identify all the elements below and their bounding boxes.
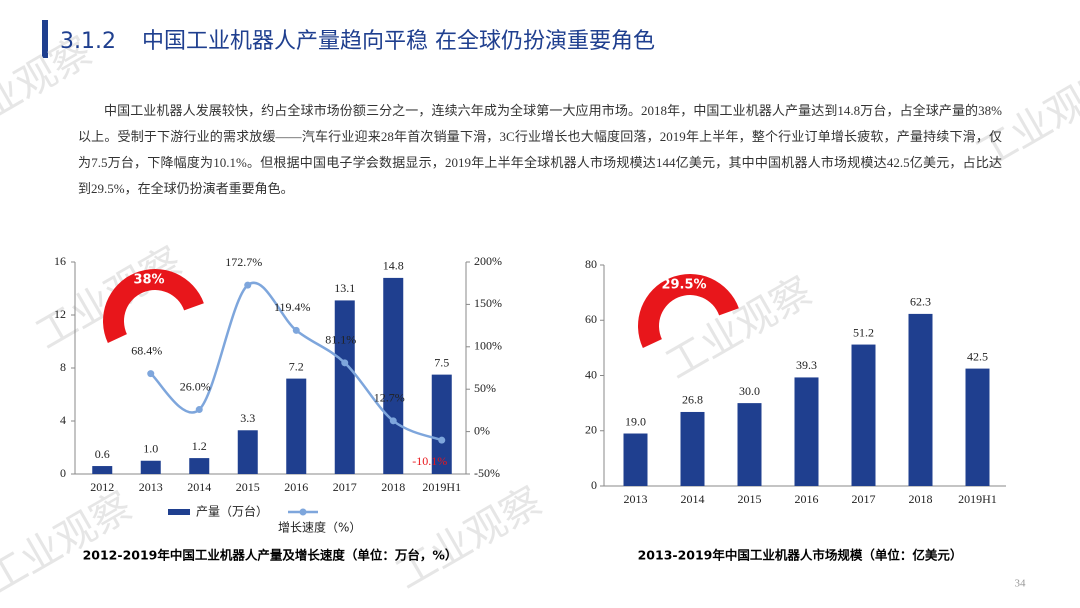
x-tick-label: 2019H1 — [958, 492, 997, 506]
y2-tick-label: 0% — [474, 423, 490, 437]
bar — [189, 458, 210, 474]
x-tick-label: 2013 — [139, 480, 163, 494]
legend-swatch — [299, 508, 307, 516]
value-label: 62.3 — [910, 295, 931, 309]
y-tick-label: 8 — [60, 360, 66, 374]
annotation: 29.5% — [661, 278, 706, 293]
line-point — [195, 406, 203, 414]
value-label: 7.5 — [434, 355, 449, 369]
legend-label: 产量（万台） — [196, 504, 268, 519]
value-label: 7.2 — [289, 359, 304, 373]
annotation: 38% — [133, 273, 164, 288]
line-point — [147, 370, 155, 378]
watermark: 工业观察 — [388, 478, 550, 598]
y-tick-label: 4 — [60, 413, 66, 427]
x-tick-label: 2018 — [381, 480, 405, 494]
y-tick-label: 12 — [54, 307, 66, 321]
value-label: 13.1 — [334, 281, 355, 295]
value-label: 81.1% — [325, 333, 356, 347]
x-tick-label: 2012 — [90, 480, 114, 494]
y2-tick-label: 50% — [474, 381, 496, 395]
bar — [92, 466, 113, 474]
value-label: 68.4% — [131, 343, 162, 357]
bar — [737, 403, 762, 486]
header-bar — [42, 20, 48, 58]
slide-title: 中国工业机器人产量趋向平稳 在全球仍扮演重要角色 — [142, 29, 655, 54]
x-tick-label: 2018 — [909, 492, 933, 506]
y2-tick-label: 100% — [474, 339, 502, 353]
x-tick-label: 2016 — [284, 480, 308, 494]
value-label: 39.3 — [796, 358, 817, 372]
y-tick-label: 40 — [585, 367, 597, 381]
bar — [680, 411, 705, 486]
legend-label: 增长速度（%） — [278, 520, 361, 535]
value-label: 12.7% — [374, 391, 405, 405]
bar — [623, 433, 648, 486]
y-tick-label: 16 — [54, 254, 66, 268]
value-label: 3.3 — [240, 411, 255, 425]
value-label: 51.2 — [853, 325, 874, 339]
value-label: 30.0 — [739, 384, 760, 398]
bar — [286, 378, 307, 474]
x-tick-label: 2014 — [187, 480, 211, 494]
line-point — [292, 326, 300, 334]
page-number: 34 — [1015, 578, 1027, 590]
x-tick-label: 2016 — [795, 492, 819, 506]
chart-title: 2012-2019年中国工业机器人产量及增长速度（单位：万台，%） — [83, 548, 458, 563]
bar — [965, 368, 990, 486]
value-label: 0.6 — [95, 447, 110, 461]
value-label: 14.8 — [383, 259, 404, 273]
x-tick-label: 2015 — [236, 480, 260, 494]
y-tick-label: 0 — [591, 478, 597, 492]
x-tick-label: 2014 — [681, 492, 705, 506]
section-number: 3.1.2 — [60, 29, 116, 54]
value-label: 172.7% — [225, 255, 262, 269]
bar — [431, 374, 452, 474]
bar — [851, 344, 876, 486]
line-point — [244, 281, 252, 289]
bar — [383, 277, 404, 474]
bar — [237, 430, 258, 474]
line-point — [341, 359, 349, 367]
x-tick-label: 2017 — [852, 492, 876, 506]
x-tick-label: 2019H1 — [422, 480, 461, 494]
value-label: 26.0% — [180, 379, 211, 393]
watermark: 工业观察 — [0, 483, 140, 603]
y-tick-label: 0 — [60, 466, 66, 480]
value-label: 19.0 — [625, 414, 646, 428]
x-tick-label: 2013 — [624, 492, 648, 506]
bar — [140, 460, 161, 474]
line-point — [389, 417, 397, 425]
y-tick-label: 20 — [585, 423, 597, 437]
line-point — [438, 436, 446, 444]
y2-tick-label: 200% — [474, 254, 502, 268]
value-label: 119.4% — [274, 300, 311, 314]
value-label: 1.2 — [192, 439, 207, 453]
chart-title: 2013-2019年中国工业机器人市场规模（单位：亿美元） — [638, 548, 963, 563]
x-tick-label: 2015 — [738, 492, 762, 506]
bar — [794, 377, 819, 486]
value-label: -10.1% — [412, 454, 447, 468]
paragraph: 中国工业机器人发展较快，约占全球市场份额三分之一，连续六年成为全球第一大应用市场… — [78, 103, 1002, 196]
bar — [908, 313, 933, 486]
value-label: 42.5 — [967, 349, 988, 363]
value-label: 1.0 — [143, 442, 158, 456]
annotation-arc — [638, 274, 739, 348]
legend-swatch — [168, 509, 190, 515]
y2-tick-label: -50% — [474, 466, 500, 480]
y-tick-label: 60 — [585, 312, 597, 326]
bar — [334, 300, 355, 474]
y-tick-label: 80 — [585, 257, 597, 271]
value-label: 26.8 — [682, 393, 703, 407]
annotation-arc — [102, 268, 204, 343]
y2-tick-label: 150% — [474, 296, 502, 310]
x-tick-label: 2017 — [333, 480, 357, 494]
